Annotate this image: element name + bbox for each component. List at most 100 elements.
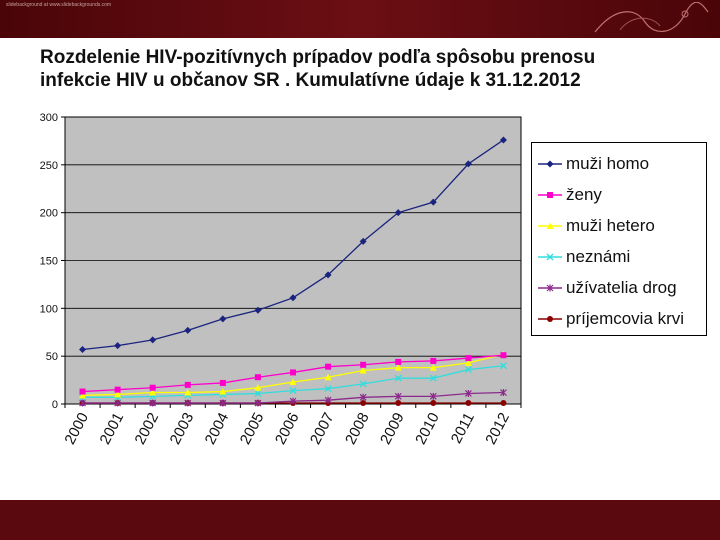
- data-point: [114, 390, 122, 398]
- data-point: [429, 364, 437, 371]
- data-point: [184, 381, 191, 388]
- y-tick-label: 250: [40, 160, 58, 172]
- legend-label: príjemcovia krvi: [566, 309, 685, 328]
- chart-title-line-1: Rozdelenie HIV-pozitívnych prípadov podľ…: [40, 47, 596, 68]
- data-point: [499, 136, 507, 144]
- data-point: [429, 198, 437, 206]
- legend-item: ženy: [538, 183, 706, 207]
- y-tick-label: 300: [40, 112, 58, 124]
- legend-item: muži hetero: [538, 214, 706, 238]
- data-point: [254, 399, 262, 407]
- data-point: [464, 359, 472, 366]
- chart-legend: muži homo ženy muži hetero neznámi užívateli…: [531, 142, 707, 336]
- x-tick-label: 2003: [167, 410, 198, 447]
- data-point: [430, 400, 437, 407]
- data-point: [254, 374, 261, 381]
- data-point: [394, 392, 402, 400]
- x-tick-label: 2000: [61, 410, 92, 447]
- x-tick-label: 2007: [307, 410, 338, 447]
- legend-swatch-icon: [538, 160, 562, 168]
- data-point: [184, 399, 192, 407]
- data-point: [289, 387, 297, 395]
- data-point: [290, 369, 296, 376]
- y-axis: 0 50 100 150 200 250 300: [40, 112, 65, 411]
- data-point: [395, 400, 402, 407]
- data-point: [430, 357, 437, 364]
- data-point: [359, 393, 367, 401]
- legend-item: muži homo: [538, 152, 706, 176]
- data-point: [324, 396, 332, 404]
- data-point: [464, 160, 472, 168]
- data-point: [394, 374, 402, 382]
- series-group: [79, 136, 507, 407]
- data-point: [359, 367, 367, 374]
- data-point: [429, 374, 437, 382]
- data-point: [149, 384, 156, 391]
- y-tick-label: 100: [40, 303, 58, 315]
- data-point: [360, 400, 367, 407]
- x-tick-label: 2009: [377, 410, 408, 447]
- data-point: [254, 384, 262, 391]
- x-tick-label: 2004: [202, 410, 233, 447]
- data-point: [184, 389, 192, 396]
- data-point: [429, 392, 437, 400]
- decorative-swirl-icon: [594, 2, 709, 33]
- data-point: [395, 358, 402, 365]
- data-point: [500, 389, 507, 397]
- data-point: [254, 306, 262, 314]
- y-tick-label: 50: [46, 351, 58, 363]
- legend-marker: [547, 316, 553, 322]
- data-point: [79, 399, 86, 407]
- data-point: [465, 355, 472, 362]
- slide-header-band: slidebackground at www.slidebackgrounds.…: [0, 0, 720, 38]
- x-tick-label: 2006: [272, 410, 303, 447]
- legend-marker: [546, 160, 554, 168]
- x-tick-label: 2008: [342, 410, 373, 447]
- series-4: [79, 389, 507, 407]
- legend-label: muži hetero: [566, 216, 655, 235]
- legend-label: muži homo: [566, 154, 650, 173]
- data-point: [464, 389, 472, 397]
- data-point: [289, 294, 297, 302]
- legend-marker: [546, 284, 554, 292]
- legend-swatch-icon: [538, 284, 562, 292]
- data-point: [289, 397, 297, 405]
- legend-label: ženy: [566, 185, 602, 204]
- x-tick-label: 2012: [482, 410, 513, 447]
- data-point: [325, 363, 332, 370]
- data-point: [500, 352, 507, 359]
- legend-item: neznámi: [538, 245, 706, 269]
- data-point: [149, 399, 157, 407]
- chart-title-line-2: infekcie HIV u občanov SR . Kumulatívne …: [40, 70, 581, 91]
- data-point: [359, 380, 367, 388]
- x-tick-label: 2005: [237, 410, 268, 447]
- data-point: [324, 271, 332, 279]
- data-point: [149, 336, 157, 344]
- data-point: [114, 342, 122, 350]
- y-tick-label: 200: [40, 208, 58, 220]
- data-point: [184, 326, 192, 334]
- data-point: [359, 237, 367, 245]
- x-tick-label: 2001: [96, 410, 127, 447]
- data-point: [219, 399, 227, 407]
- x-tick-label: 2010: [412, 410, 443, 447]
- data-point: [114, 399, 122, 407]
- data-point: [219, 379, 226, 386]
- series-1: [79, 352, 507, 395]
- legend-swatch-icon: [538, 222, 562, 229]
- data-point: [324, 373, 332, 381]
- data-point: [254, 389, 262, 397]
- data-point: [500, 400, 507, 407]
- data-point: [114, 386, 121, 393]
- data-point: [394, 209, 402, 217]
- y-tick-label: 0: [52, 399, 58, 411]
- data-point: [79, 345, 87, 353]
- data-point: [219, 315, 227, 323]
- background-credit: slidebackground at www.slidebackgrounds.…: [6, 2, 112, 8]
- data-point: [79, 391, 87, 399]
- series-0: [79, 136, 507, 353]
- legend-item: užívatelia drog: [538, 276, 706, 300]
- y-tick-label: 150: [40, 256, 58, 268]
- legend-item: príjemcovia krvi: [538, 307, 706, 331]
